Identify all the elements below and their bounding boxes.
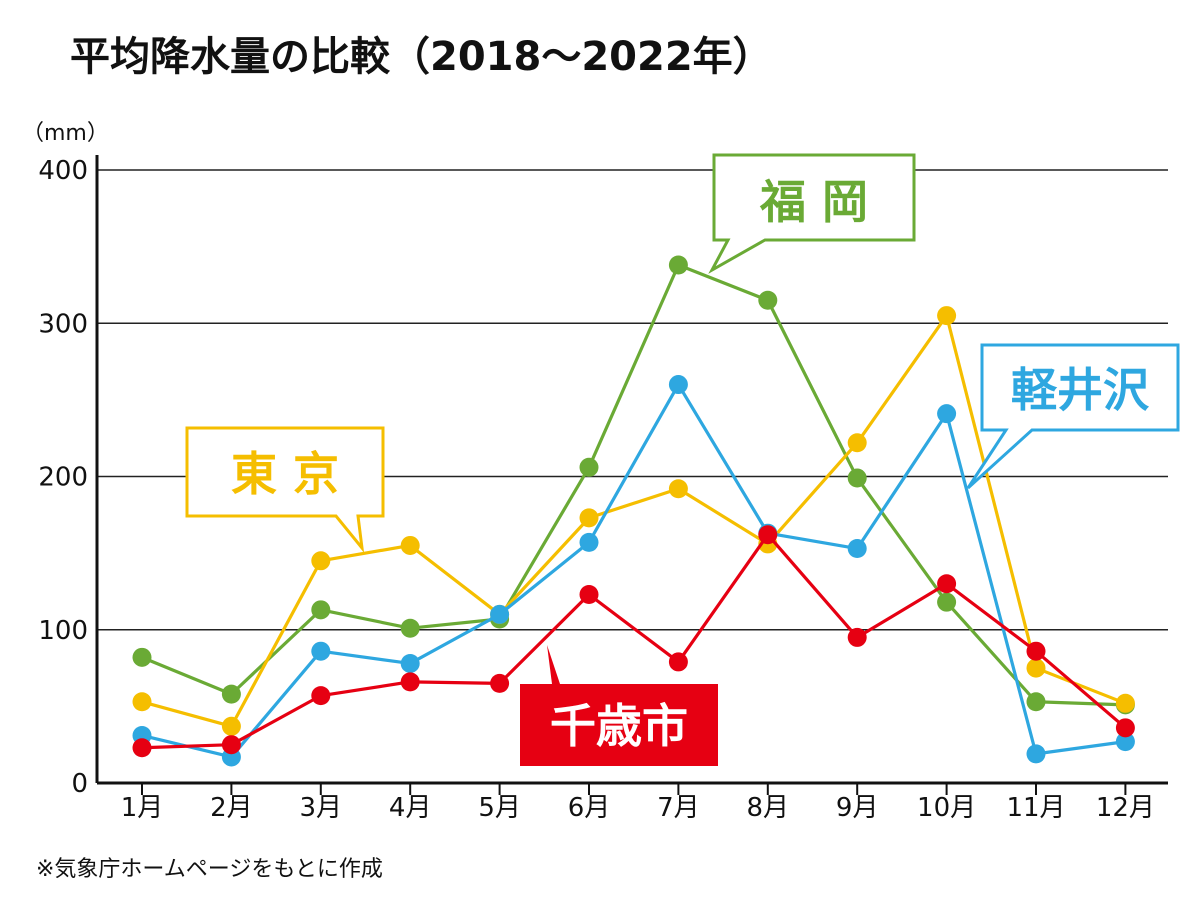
series-point-0-2: [311, 600, 331, 620]
series-line-3: [141, 533, 1127, 750]
y-tick-label-0: 0: [71, 769, 88, 799]
x-tick-label: 4月: [389, 793, 432, 823]
callout-chitose-label: 千歳市: [550, 699, 688, 753]
series-point-1-9: [937, 306, 957, 326]
callout-fukuoka: 福 岡: [708, 153, 916, 274]
x-tick-label: 1月: [121, 793, 164, 823]
series-point-2-6: [668, 375, 688, 395]
x-tick-label: 12月: [1096, 793, 1155, 823]
series-point-2-5: [579, 532, 599, 552]
series-point-1-0: [132, 692, 152, 712]
y-axis-ticks: 0 100 200 300 400: [38, 156, 88, 799]
y-tick-label-100: 100: [38, 616, 88, 646]
callout-tokyo-label: 東 京: [231, 447, 339, 501]
x-tick-label: 11月: [1006, 793, 1065, 823]
axes: [95, 155, 1168, 785]
callout-fukuoka-box: [708, 153, 916, 274]
x-tick-label: 2月: [210, 793, 253, 823]
callout-karuizawa-box: [966, 343, 1180, 490]
callout-chitose-pointer: [547, 645, 560, 684]
x-tick-label: 3月: [300, 793, 343, 823]
series-point-2-2: [311, 641, 331, 661]
y-tick-label-300: 300: [38, 309, 88, 339]
series-line-1: [141, 313, 1126, 728]
x-tick-label: 8月: [747, 793, 790, 823]
series-3: [132, 525, 1135, 758]
series-point-1-1: [221, 716, 241, 736]
series-point-2-10: [1026, 744, 1046, 764]
series-point-0-10: [1026, 692, 1046, 712]
series-point-1-2: [311, 551, 331, 571]
series-point-3-6: [668, 652, 688, 672]
series-point-3-4: [490, 673, 510, 693]
x-tick-label: 7月: [657, 793, 700, 823]
x-tick-label: 9月: [836, 793, 879, 823]
series-point-1-5: [579, 508, 599, 528]
x-tick-label: 6月: [568, 793, 611, 823]
series-point-0-5: [579, 457, 599, 477]
callout-fukuoka-label: 福 岡: [759, 175, 868, 229]
series-point-3-11: [1115, 718, 1135, 738]
series-layer: [132, 255, 1135, 767]
callout-chitose: 千歳市: [520, 645, 718, 766]
x-tick-label: 5月: [478, 793, 521, 823]
series-point-3-10: [1026, 641, 1046, 661]
source-note: ※気象庁ホームページをもとに作成: [36, 857, 383, 882]
series-point-0-9: [937, 592, 957, 612]
series-point-1-8: [847, 433, 867, 453]
series-point-3-0: [132, 738, 152, 758]
series-point-3-2: [311, 686, 331, 706]
series-point-0-0: [132, 647, 152, 667]
series-line-0: [141, 263, 1126, 707]
series-2: [132, 375, 1135, 767]
chart-title: 平均降水量の比較（2018～2022年）: [70, 34, 773, 80]
series-point-0-1: [221, 684, 241, 704]
series-point-1-11: [1115, 693, 1135, 713]
series-line-2: [141, 382, 1126, 759]
series-point-1-3: [400, 535, 420, 555]
callout-karuizawa: 軽井沢: [966, 343, 1180, 490]
series-point-0-7: [758, 290, 778, 310]
series-point-3-7: [758, 525, 778, 545]
series-point-3-5: [579, 585, 599, 605]
x-axis-ticks: 1月 2月 3月 4月 5月 6月 7月 8月 9月 10月 11月 12月: [121, 783, 1155, 823]
series-point-1-10: [1026, 658, 1046, 678]
series-point-3-1: [221, 735, 241, 755]
series-point-1-6: [668, 479, 688, 499]
callout-chitose-box: [520, 684, 718, 766]
callout-karuizawa-label: 軽井沢: [1011, 363, 1150, 417]
series-point-0-6: [668, 255, 688, 275]
series-point-0-8: [847, 468, 867, 488]
series-point-2-11: [1115, 732, 1135, 752]
y-tick-label-400: 400: [38, 156, 88, 186]
callout-tokyo-box: [185, 426, 385, 554]
callout-tokyo: 東 京: [185, 426, 385, 554]
series-point-3-3: [400, 672, 420, 692]
y-axis-unit: （mm）: [22, 121, 109, 146]
series-point-2-9: [937, 404, 957, 424]
x-tick-label: 10月: [917, 793, 976, 823]
series-point-3-8: [847, 627, 867, 647]
series-point-0-3: [400, 618, 420, 638]
series-point-2-4: [490, 604, 510, 624]
y-tick-label-200: 200: [38, 463, 88, 493]
series-point-3-9: [937, 574, 957, 594]
series-point-2-8: [847, 539, 867, 559]
series-point-2-3: [400, 653, 420, 673]
